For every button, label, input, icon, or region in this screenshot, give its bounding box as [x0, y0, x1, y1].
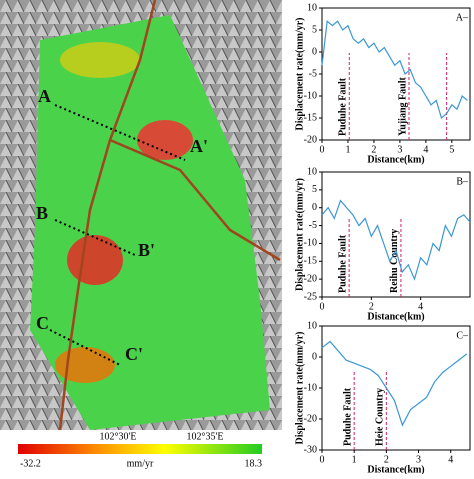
y-tick-label: 10 [307, 320, 317, 331]
x-tick-label: 3 [397, 144, 402, 155]
fault-label: Heie Country [375, 388, 386, 446]
colorbar [18, 444, 262, 454]
y-tick-label: 5 [312, 184, 317, 195]
y-tick-label: -15 [304, 112, 317, 123]
y-axis-label: Displacement rate(mm/yr) [294, 178, 305, 291]
x-tick-label: 2 [384, 454, 389, 465]
map-label: C' [125, 344, 143, 364]
fault [58, 0, 157, 431]
fault-label: Reihu Country [389, 229, 400, 293]
map: A A' B B' C C' 102°30'E 102°35'E -32.2 m… [0, 0, 282, 469]
map-label: A [38, 86, 51, 106]
map-label: C [36, 313, 49, 333]
lon-tick: 102°30'E [100, 431, 137, 442]
y-tick-label: -30 [304, 444, 317, 455]
y-tick-label: -20 [304, 273, 317, 284]
fault-label: Puduhe Fault [342, 387, 353, 446]
map-label: B [36, 203, 48, 223]
subsidence-zone [55, 347, 115, 383]
lon-tick: 102°35'E [187, 431, 224, 442]
x-tick-label: 4 [423, 144, 428, 155]
y-tick-label: -5 [309, 68, 317, 79]
x-tick-label: 2 [369, 301, 374, 312]
subsidence-zone [137, 120, 193, 160]
profile-a [54, 104, 186, 161]
x-axis-label: Distance(km) [367, 464, 424, 474]
x-tick-label: 1 [345, 144, 350, 155]
series-line [321, 340, 468, 427]
deformation-zone [60, 42, 140, 78]
fault-label: Puduhe Fault [338, 77, 349, 136]
x-tick-label: 0 [320, 454, 325, 465]
y-axis-label: Displacement rate(mm/yr) [294, 331, 305, 444]
panel-title: B– [456, 176, 469, 187]
x-tick-label: 4 [418, 301, 423, 312]
y-tick-label: 0 [312, 202, 317, 213]
y-axis-label: Displacement rate(mm/yr) [294, 17, 305, 130]
y-tick-label: 0 [312, 351, 317, 362]
y-tick-label: 10 [307, 2, 317, 13]
y-tick-label: 10 [307, 166, 317, 177]
x-tick-label: 4 [448, 454, 453, 465]
map-label: A' [190, 136, 208, 156]
y-tick-label: -10 [304, 238, 317, 249]
x-axis-label: Distance(km) [367, 311, 424, 322]
y-tick-label: -20 [304, 413, 317, 424]
colorbar-unit: mm/yr [127, 458, 154, 469]
y-tick-label: 0 [312, 46, 317, 57]
y-tick-label: -25 [304, 291, 317, 302]
x-axis-label: Distance(km) [367, 154, 424, 165]
y-tick-label: -10 [304, 90, 317, 101]
fault [109, 138, 281, 262]
y-tick-label: -5 [309, 220, 317, 231]
x-tick-label: 2 [371, 144, 376, 155]
y-tick-label: -15 [304, 256, 317, 267]
colorbar-min: -32.2 [20, 458, 41, 469]
y-tick-label: 5 [312, 24, 317, 35]
insar-coverage [30, 15, 270, 430]
y-tick-label: -10 [304, 382, 317, 393]
fault-label: Yujiang Fault [397, 77, 408, 136]
series-line [321, 199, 471, 281]
fault-label: Puduhe Fault [337, 234, 348, 293]
series-line [321, 20, 468, 120]
panel-title: C– [456, 330, 469, 341]
plot-frame [321, 171, 471, 298]
colorbar-max: 18.3 [245, 458, 263, 469]
panel-title: A– [456, 12, 469, 23]
map-label: B' [138, 240, 155, 260]
x-tick-label: 1 [352, 454, 357, 465]
subsidence-zone [67, 235, 123, 285]
x-tick-label: 3 [416, 454, 421, 465]
x-tick-label: 0 [320, 301, 325, 312]
x-tick-label: 0 [320, 144, 325, 155]
profile-c [49, 329, 121, 366]
x-tick-label: 5 [449, 144, 454, 155]
y-tick-label: -20 [304, 134, 317, 145]
